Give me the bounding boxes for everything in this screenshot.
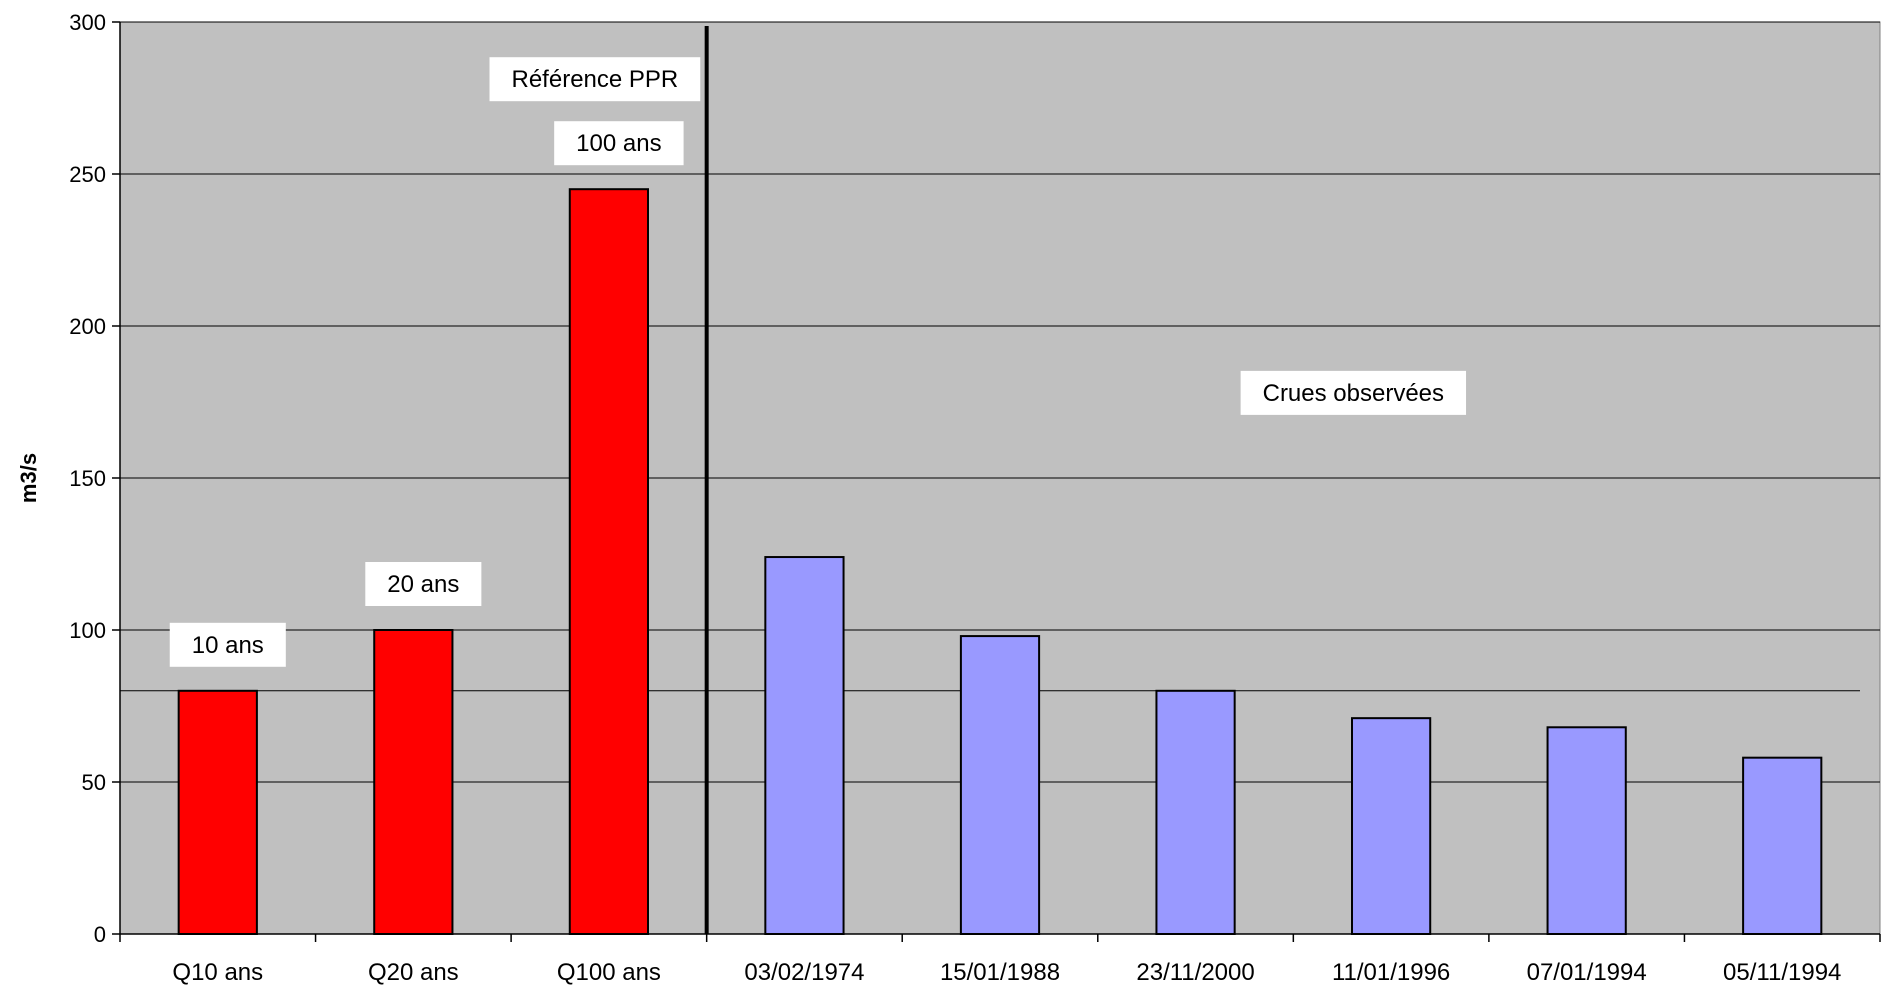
y-tick-label: 200 [69,314,106,339]
x-tick-label: 23/11/2000 [1136,959,1254,986]
annotation-label-text: Crues observées [1263,380,1444,407]
y-tick-label: 300 [69,10,106,35]
annotation-label-box [1240,370,1467,415]
x-axis-ticks: Q10 ans Q20 ans Q100 ans 03/02/1974 15/01/19… [119,934,1881,986]
bar [568,188,649,935]
y-tick-label: 50 [82,770,106,795]
bar-value-label: 100 ans [554,121,684,166]
bars [177,188,1823,936]
bar [1155,689,1236,935]
annotation-label: Crues observées [1240,370,1467,415]
bar [373,629,454,935]
x-tick-label: Q20 ans [368,959,459,986]
bar-value-label-text: 100 ans [576,130,661,157]
bar-value-label-box [554,121,684,166]
bar [959,635,1041,936]
bar [1351,717,1432,935]
bar-value-label: 10 ans [169,622,286,667]
bar [1546,726,1627,936]
bar-value-label: 20 ans [365,562,482,606]
annotation-label: Référence PPR [489,57,701,102]
bar-value-label-box [169,622,286,667]
x-tick-label: 03/02/1974 [744,959,864,986]
y-axis-ticks: 0 50 100 150 200 250 300 [69,10,120,947]
bar-value-label-text: 10 ans [192,632,264,659]
x-tick-label: Q10 ans [172,959,263,986]
x-tick-label: Q100 ans [557,959,661,986]
x-tick-label: 11/01/1996 [1332,959,1450,986]
y-tick-label: 100 [69,618,106,643]
annotation-label-box [489,57,701,102]
bar-value-label-box [365,562,482,606]
annotations: Référence PPR Crues observées [489,57,1467,415]
bar [1742,756,1823,935]
y-axis-label: m3/s [16,453,41,503]
bar [177,689,258,935]
bar-labels: 10 ans 20 ans 100 ans [169,121,684,667]
y-tick-label: 0 [94,922,106,947]
x-tick-label: 15/01/1988 [940,959,1060,986]
x-tick-label: 05/11/1994 [1723,959,1841,986]
y-tick-label: 250 [69,162,106,187]
bar-value-label-text: 20 ans [387,571,459,598]
annotation-label-text: Référence PPR [512,66,679,93]
bar [764,556,845,935]
y-tick-label: 150 [69,466,106,491]
x-tick-label: 07/01/1994 [1527,959,1647,986]
